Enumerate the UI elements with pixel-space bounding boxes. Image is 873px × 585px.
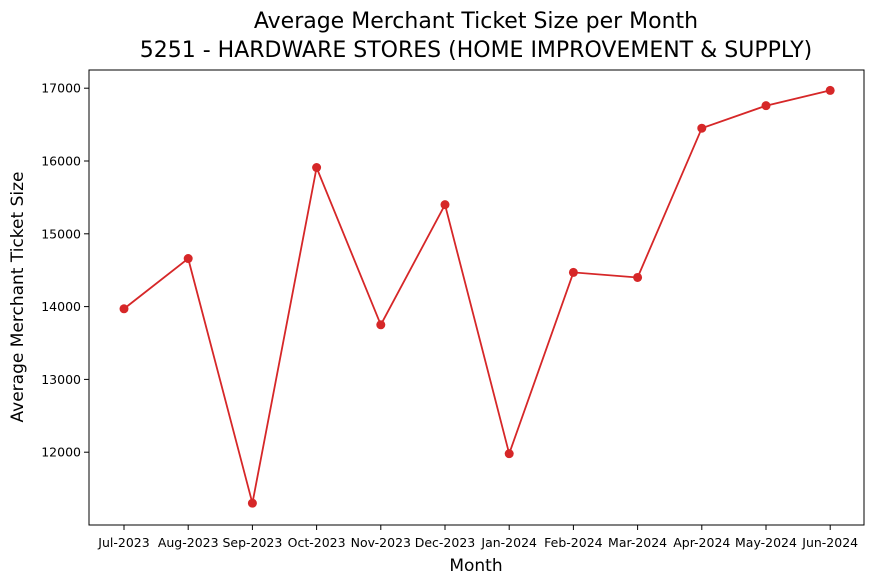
y-tick-label: 17000: [41, 81, 81, 96]
data-point: [247, 498, 257, 508]
x-tick-label: Jul-2023: [97, 535, 149, 550]
x-tick-label: Sep-2023: [222, 535, 282, 550]
x-tick-label: Jan-2024: [480, 535, 537, 550]
x-tick-label: Oct-2023: [288, 535, 346, 550]
data-point: [183, 254, 193, 264]
x-tick-label: Nov-2023: [351, 535, 411, 550]
x-tick-label: Feb-2024: [544, 535, 603, 550]
data-point: [440, 200, 450, 210]
series-path: [123, 89, 831, 504]
x-tick-label: Mar-2024: [608, 535, 667, 550]
y-axis-label: Average Merchant Ticket Size: [8, 172, 28, 423]
x-tick-label: Jun-2024: [801, 535, 858, 550]
plot-area: [88, 69, 865, 526]
chart-title: Average Merchant Ticket Size per Month: [254, 9, 698, 34]
data-point: [504, 449, 514, 459]
y-tick-label: 12000: [41, 445, 81, 460]
data-point: [825, 85, 835, 95]
data-point: [312, 163, 322, 173]
x-tick-label: Aug-2023: [158, 535, 219, 550]
y-axis: 12000 13000 14000 15000 16000 17000: [41, 81, 89, 460]
data-point: [119, 304, 129, 314]
x-tick-label: Apr-2024: [673, 535, 730, 550]
y-tick-label: 14000: [41, 299, 81, 314]
data-point: [633, 272, 643, 282]
data-point: [761, 101, 771, 111]
data-point: [568, 267, 578, 277]
data-point: [376, 320, 386, 330]
y-tick-label: 15000: [41, 226, 81, 241]
x-tick-label: May-2024: [735, 535, 797, 550]
series-line: [119, 85, 835, 508]
y-tick-label: 13000: [41, 372, 81, 387]
x-axis: Jul-2023 Aug-2023 Sep-2023 Oct-2023 Nov-2023…: [97, 525, 858, 550]
data-point: [697, 123, 707, 133]
y-tick-label: 16000: [41, 154, 81, 169]
chart-subtitle: 5251 - HARDWARE STORES (HOME IMPROVEMENT…: [140, 38, 812, 63]
x-tick-label: Dec-2023: [415, 535, 476, 550]
x-axis-label: Month: [449, 556, 502, 576]
